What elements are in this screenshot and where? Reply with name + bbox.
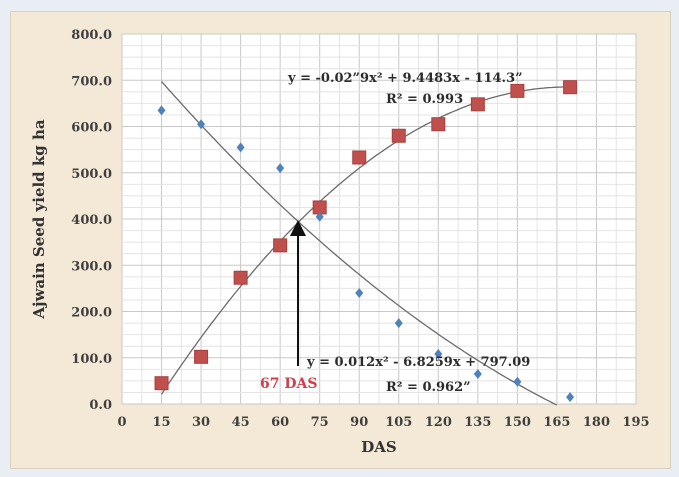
y-tick-labels: 0.0 100.0 200.0 300.0 400.0 500.0 600.0 700.0 80… bbox=[71, 28, 112, 413]
x-tick-label: 90 bbox=[350, 415, 368, 430]
diamond-data-point bbox=[566, 392, 575, 403]
diamond-data-point bbox=[434, 349, 443, 360]
diamond-data-point bbox=[197, 119, 206, 130]
grid bbox=[121, 33, 637, 405]
diamond-data-point bbox=[276, 163, 285, 174]
square-data-point bbox=[352, 150, 367, 165]
y-tick-label: 800.0 bbox=[71, 28, 112, 43]
x-tick-label: 0 bbox=[117, 415, 126, 430]
trendline-2 bbox=[161, 81, 558, 406]
diamond-data-point bbox=[315, 211, 324, 222]
x-tick-label: 75 bbox=[311, 415, 329, 430]
x-tick-labels: 0 15 30 45 60 75 90 105 120 135 150 165 180 195 bbox=[117, 415, 649, 430]
y-tick-label: 200.0 bbox=[71, 306, 112, 321]
x-tick-label: 30 bbox=[192, 415, 210, 430]
diamond-data-point bbox=[355, 288, 364, 298]
y-tick-label: 400.0 bbox=[71, 213, 112, 228]
diamond-data-point bbox=[236, 142, 245, 153]
y-tick-label: 500.0 bbox=[71, 167, 112, 182]
trendline-r2-2: R² = 0.962” bbox=[386, 380, 471, 395]
y-tick-label: 300.0 bbox=[71, 259, 112, 274]
trendline-equation-1: y = -0.02”9x² + 9.4483x - 114.3” bbox=[287, 71, 523, 86]
x-tick-label: 60 bbox=[271, 415, 289, 430]
square-data-point bbox=[510, 83, 525, 98]
x-tick-label: 15 bbox=[152, 415, 170, 430]
square-data-point bbox=[431, 117, 446, 132]
square-data-point bbox=[154, 376, 169, 391]
x-tick-label: 165 bbox=[543, 415, 570, 430]
x-tick-label: 105 bbox=[385, 415, 412, 430]
trendline-equation-2: y = 0.012x² - 6.8259x + 797.09 bbox=[306, 355, 530, 370]
x-tick-label: 45 bbox=[232, 415, 250, 430]
square-data-point bbox=[563, 80, 578, 95]
square-data-point bbox=[470, 97, 485, 112]
x-tick-label: 180 bbox=[583, 415, 610, 430]
diamond-data-point bbox=[157, 105, 166, 116]
square-data-point bbox=[194, 349, 209, 364]
x-tick-label: 195 bbox=[622, 415, 649, 430]
x-tick-label: 150 bbox=[504, 415, 531, 430]
diamond-data-point bbox=[513, 376, 522, 387]
y-tick-label: 700.0 bbox=[71, 74, 112, 89]
intersection-label: 67 DAS bbox=[260, 376, 317, 392]
y-tick-label: 100.0 bbox=[71, 352, 112, 367]
square-data-point bbox=[273, 238, 288, 253]
diamond-data-point bbox=[394, 318, 403, 329]
square-data-point bbox=[233, 270, 248, 285]
x-axis-title: DAS bbox=[361, 438, 396, 456]
y-axis-title: Ajwain Seed yield kg ha bbox=[30, 119, 48, 320]
x-tick-label: 135 bbox=[464, 415, 491, 430]
trendline-r2-1: R² = 0.993 bbox=[386, 92, 463, 107]
data-marks bbox=[154, 80, 578, 403]
y-tick-label: 600.0 bbox=[71, 121, 112, 136]
diamond-data-point bbox=[473, 368, 482, 379]
y-tick-label: 0.0 bbox=[89, 398, 112, 413]
x-tick-label: 120 bbox=[425, 415, 452, 430]
square-data-point bbox=[391, 128, 406, 143]
